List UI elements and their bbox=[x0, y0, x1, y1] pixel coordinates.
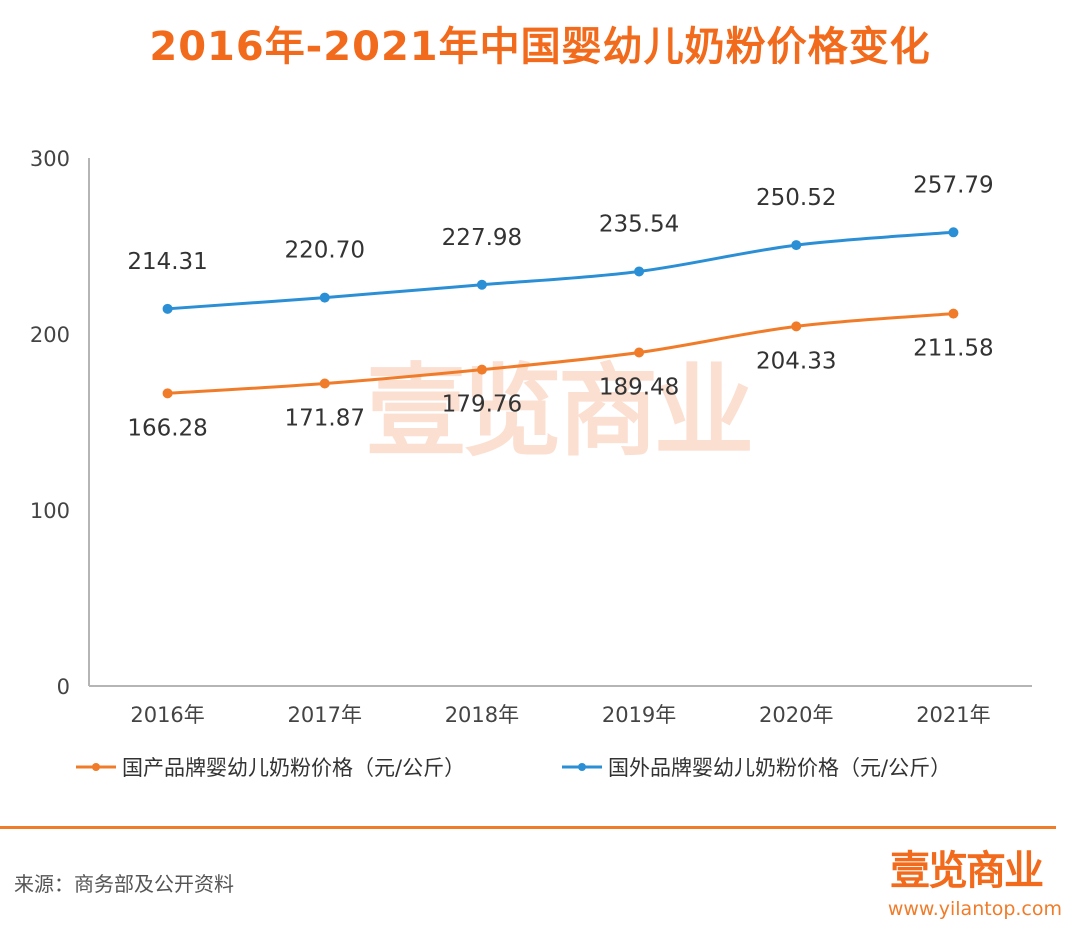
data-label: 171.87 bbox=[285, 406, 365, 432]
x-tick-label: 2019年 bbox=[602, 703, 676, 727]
y-tick-label: 100 bbox=[30, 499, 70, 523]
y-tick-label: 0 bbox=[57, 675, 70, 699]
x-tick-label: 2016年 bbox=[130, 703, 204, 727]
data-point bbox=[791, 240, 802, 251]
legend-item-domestic: 国产品牌婴幼儿奶粉价格（元/公斤） bbox=[74, 752, 465, 782]
series-line-0 bbox=[167, 312, 954, 395]
chart-legend: 国产品牌婴幼儿奶粉价格（元/公斤） 国外品牌婴幼儿奶粉价格（元/公斤） bbox=[0, 752, 1080, 792]
x-tick-label: 2020年 bbox=[759, 703, 833, 727]
x-tick-label: 2018年 bbox=[445, 703, 519, 727]
data-label: 214.31 bbox=[127, 249, 207, 275]
legend-domestic-label: 国产品牌婴幼儿奶粉价格（元/公斤） bbox=[122, 756, 466, 780]
source-note: 来源：商务部及公开资料 bbox=[14, 872, 234, 896]
legend-domestic-dot bbox=[92, 763, 100, 771]
data-label: 257.79 bbox=[913, 172, 993, 198]
legend-foreign-dot bbox=[578, 763, 586, 771]
data-point bbox=[162, 388, 173, 399]
data-label: 235.54 bbox=[599, 211, 679, 237]
data-label: 189.48 bbox=[599, 375, 679, 401]
data-label: 220.70 bbox=[285, 238, 365, 264]
data-point bbox=[319, 378, 330, 389]
legend-foreign-marker bbox=[562, 763, 602, 771]
data-point bbox=[476, 279, 487, 290]
brand-url: www.yilantop.com bbox=[887, 898, 1062, 920]
data-point bbox=[948, 227, 959, 238]
data-point bbox=[476, 364, 487, 375]
data-label: 227.98 bbox=[442, 225, 522, 251]
data-point bbox=[162, 303, 173, 314]
data-point bbox=[791, 321, 802, 332]
data-point bbox=[634, 266, 645, 277]
data-point bbox=[948, 308, 959, 319]
data-label: 179.76 bbox=[442, 392, 522, 418]
legend-item-foreign: 国外品牌婴幼儿奶粉价格（元/公斤） bbox=[560, 752, 951, 782]
data-label: 204.33 bbox=[756, 348, 836, 374]
y-tick-label: 200 bbox=[30, 323, 70, 347]
data-label: 250.52 bbox=[756, 185, 836, 211]
legend-foreign-label: 国外品牌婴幼儿奶粉价格（元/公斤） bbox=[608, 756, 952, 780]
data-label: 211.58 bbox=[913, 336, 993, 362]
chart-title: 2016年-2021年中国婴幼儿奶粉价格变化 bbox=[149, 24, 931, 70]
data-point bbox=[634, 347, 645, 358]
line-chart: 0 100 200 300 2016年 2017年 2018年 2019年 2020年 2021年… bbox=[30, 147, 1032, 727]
series-line-1 bbox=[167, 230, 954, 311]
data-point bbox=[319, 292, 330, 303]
data-label: 166.28 bbox=[127, 415, 207, 441]
brand-logo: 壹览商业 bbox=[890, 848, 1044, 894]
x-tick-label: 2017年 bbox=[288, 703, 362, 727]
y-tick-label: 300 bbox=[30, 147, 70, 171]
legend-domestic-marker bbox=[76, 763, 116, 771]
x-tick-label: 2021年 bbox=[916, 703, 990, 727]
footer-divider bbox=[0, 826, 1056, 829]
